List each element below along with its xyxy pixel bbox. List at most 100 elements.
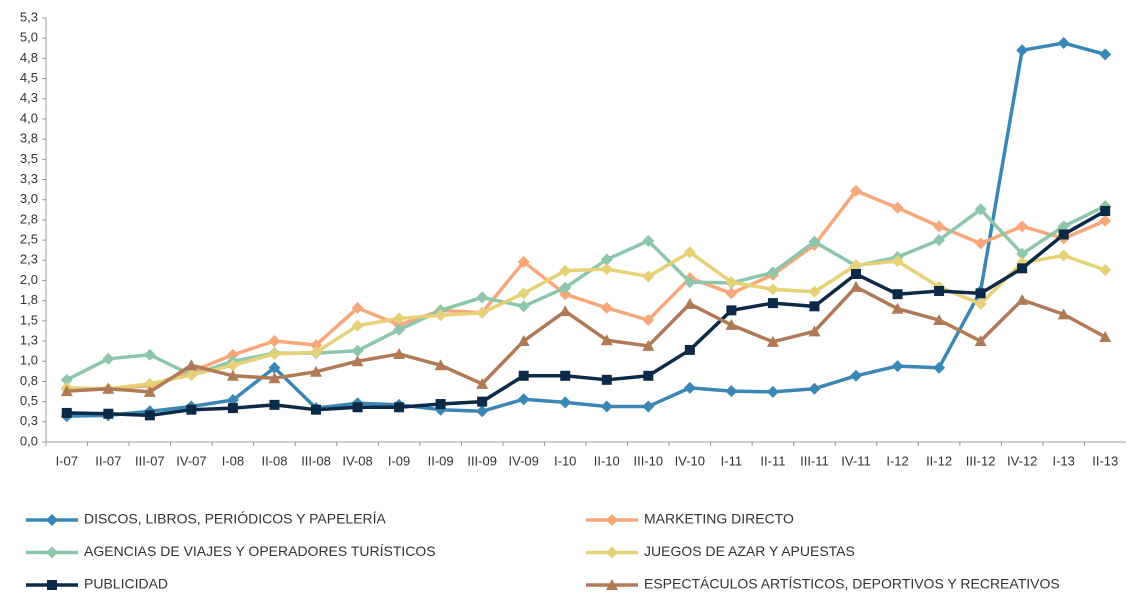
point — [268, 372, 281, 384]
y-tick-label: 4,8 — [20, 50, 38, 65]
point — [643, 370, 654, 381]
y-tick-label: 5,3 — [20, 9, 38, 24]
x-tick-label: I-11 — [721, 453, 742, 468]
point — [600, 301, 613, 314]
point — [808, 382, 821, 395]
y-tick-label: 1,5 — [20, 312, 38, 327]
legend-label: AGENCIAS DE VIAJES Y OPERADORES TURÍSTIC… — [84, 543, 436, 559]
point — [683, 381, 696, 394]
point — [1016, 293, 1029, 305]
x-tick-label: III-10 — [633, 453, 663, 468]
point — [725, 276, 738, 289]
y-tick-label: 3,5 — [20, 151, 38, 166]
y-tick-label: 2,0 — [20, 272, 38, 287]
point — [311, 404, 321, 415]
point — [351, 301, 364, 314]
point — [1099, 214, 1112, 227]
point — [1100, 206, 1111, 217]
point — [851, 269, 861, 280]
x-tick-label: III-12 — [966, 453, 996, 468]
point — [891, 255, 904, 268]
point — [102, 352, 115, 365]
point — [143, 385, 156, 397]
y-tick-label: 1,8 — [20, 292, 38, 307]
point — [393, 347, 406, 359]
x-tick-label: IV-09 — [509, 453, 539, 468]
point — [1099, 48, 1112, 61]
point — [1017, 263, 1028, 274]
point — [435, 399, 446, 410]
point — [518, 370, 529, 381]
legend-label: MARKETING DIRECTO — [644, 511, 794, 527]
point — [186, 404, 197, 415]
point — [850, 184, 862, 197]
y-tick-label: 2,8 — [20, 211, 38, 226]
point — [1099, 331, 1112, 343]
x-tick-label: I-12 — [886, 453, 908, 468]
point — [684, 344, 695, 355]
point — [143, 348, 156, 361]
point — [434, 359, 447, 371]
y-tick-label: 2,5 — [20, 232, 38, 247]
point — [351, 344, 364, 357]
point — [559, 281, 572, 294]
point — [226, 348, 239, 361]
point — [600, 400, 613, 413]
point — [725, 385, 738, 398]
x-tick-label: III-11 — [800, 453, 829, 468]
y-tick-label: 1,3 — [20, 332, 38, 347]
point — [1058, 229, 1069, 240]
x-tick-label: I-09 — [388, 453, 410, 468]
y-tick-label: 0,8 — [20, 373, 38, 388]
y-tick-label: 4,3 — [20, 90, 38, 105]
point — [268, 347, 281, 360]
legend-label: DISCOS, LIBROS, PERIÓDICOS Y PAPELERÍA — [84, 511, 387, 527]
point — [766, 283, 779, 296]
x-tick-label: II-10 — [594, 453, 620, 468]
point — [477, 396, 488, 407]
point — [933, 314, 946, 326]
point — [850, 280, 862, 292]
point — [726, 305, 737, 316]
y-tick-label: 0,0 — [20, 433, 38, 448]
point — [808, 285, 821, 298]
point — [226, 369, 239, 381]
legend-marker — [606, 514, 618, 526]
series-line — [66, 209, 1107, 418]
point — [642, 314, 655, 327]
point — [601, 374, 612, 385]
x-tick-label: II-07 — [95, 453, 121, 468]
series-line — [65, 204, 1106, 382]
point — [1057, 37, 1070, 50]
point — [642, 400, 655, 413]
x-tick-label: III-07 — [135, 453, 165, 468]
point — [351, 319, 364, 332]
y-tick-label: 0,5 — [20, 393, 38, 408]
point — [600, 253, 613, 266]
point — [226, 394, 239, 407]
point — [1016, 220, 1029, 233]
x-tick-label: II-13 — [1092, 453, 1118, 468]
point — [268, 335, 281, 348]
point — [974, 297, 987, 310]
point — [1057, 308, 1070, 320]
x-tick-label: II-09 — [428, 453, 454, 468]
point — [766, 335, 779, 347]
point — [310, 339, 322, 352]
point — [766, 385, 779, 398]
point — [559, 396, 572, 409]
point — [517, 255, 530, 268]
point — [642, 234, 655, 247]
point — [600, 334, 613, 346]
x-tick-label: II-11 — [760, 453, 785, 468]
point — [642, 270, 655, 283]
x-tick-label: II-08 — [261, 453, 287, 468]
legend-marker — [606, 579, 618, 590]
point — [185, 359, 198, 371]
point — [809, 301, 820, 312]
x-tick-label: I-08 — [222, 453, 244, 468]
point — [933, 234, 946, 247]
legend-marker — [47, 580, 57, 590]
legend-label: PUBLICIDAD — [84, 576, 168, 592]
